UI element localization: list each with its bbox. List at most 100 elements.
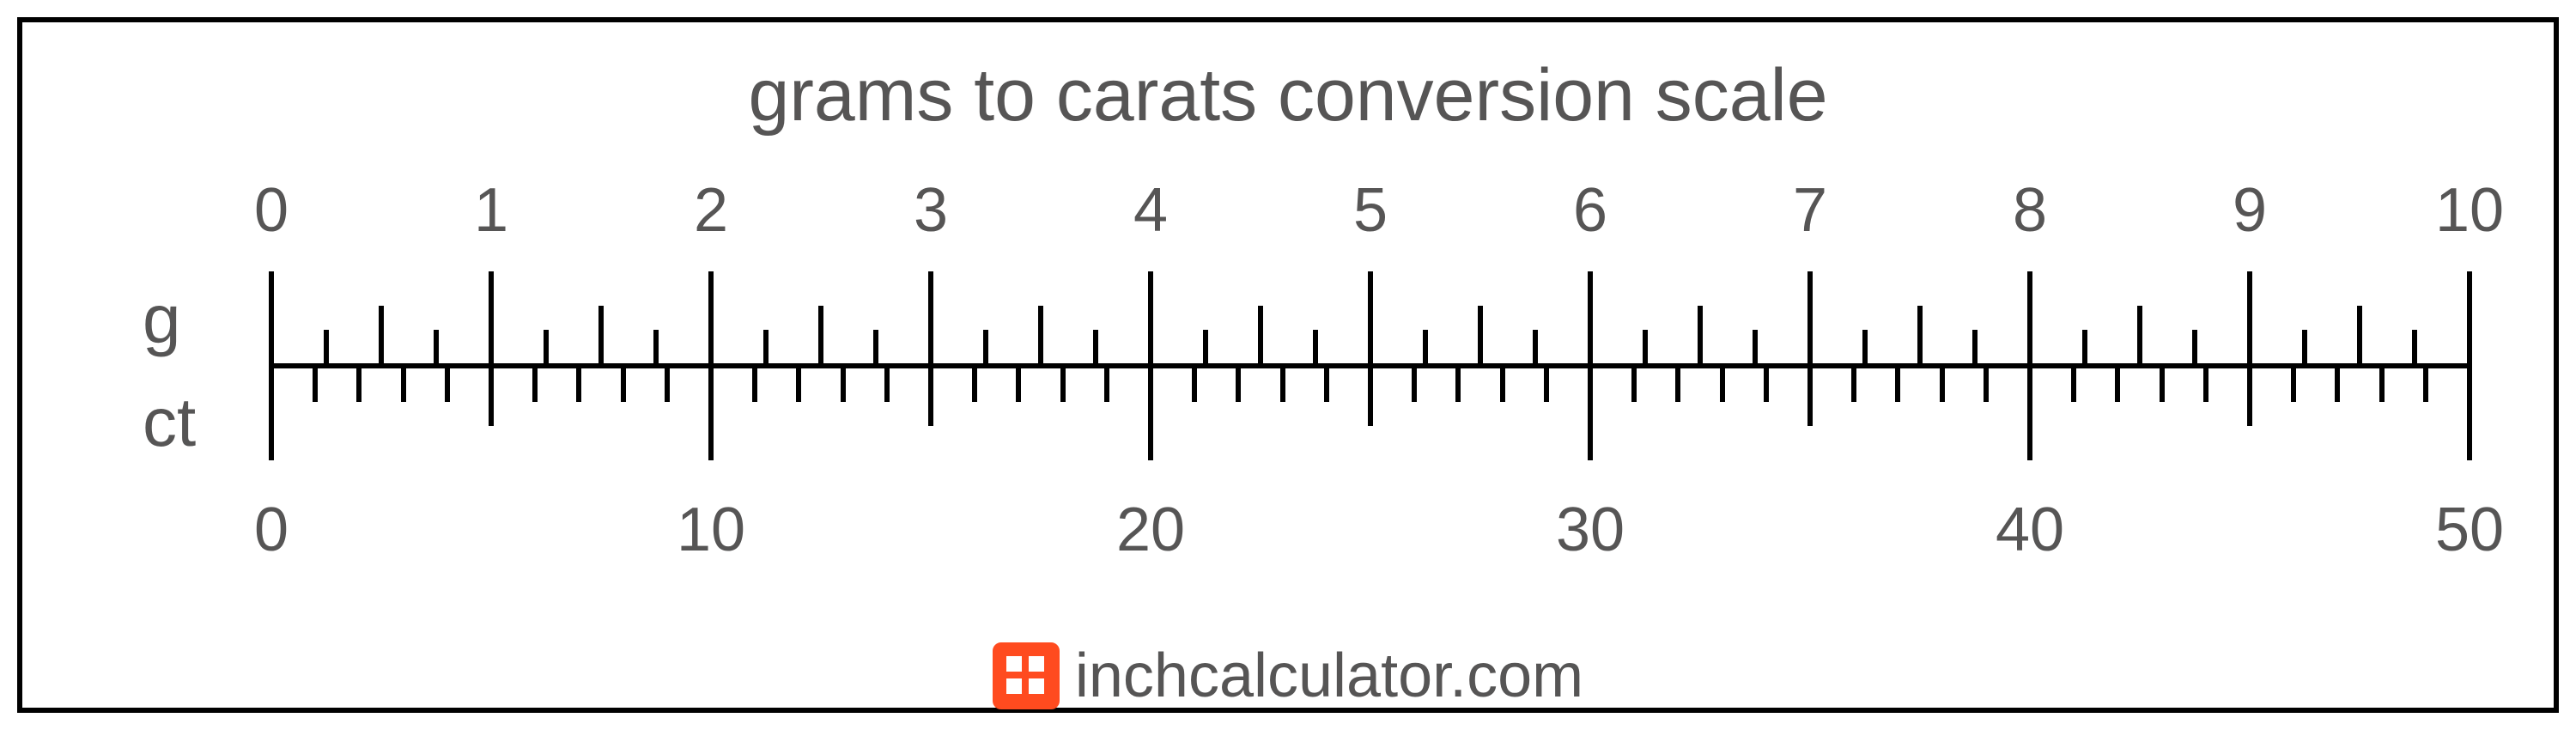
- tick-top: [1643, 330, 1648, 366]
- tick-bottom: [1940, 366, 1945, 402]
- tick-top: [928, 271, 933, 366]
- tick-label-top: 6: [1573, 175, 1607, 246]
- tick-bottom: [2071, 366, 2076, 402]
- conversion-scale-frame: grams to carats conversion scale g ct 01…: [17, 17, 2559, 713]
- tick-label-top: 4: [1133, 175, 1168, 246]
- tick-bottom: [1192, 366, 1197, 402]
- tick-top: [708, 271, 714, 366]
- tick-top: [2467, 271, 2472, 366]
- tick-top: [269, 271, 274, 366]
- tick-bottom: [2115, 366, 2120, 402]
- tick-top: [1972, 330, 1978, 366]
- tick-top: [1588, 271, 1593, 366]
- tick-bottom: [665, 366, 670, 402]
- tick-bottom: [1895, 366, 1900, 402]
- tick-label-top: 3: [914, 175, 948, 246]
- tick-bottom: [1148, 366, 1153, 460]
- tick-top: [489, 271, 494, 366]
- tick-bottom: [1016, 366, 1021, 402]
- tick-bottom: [1720, 366, 1725, 402]
- tick-bottom: [1324, 366, 1329, 402]
- tick-bottom: [1236, 366, 1241, 402]
- tick-bottom: [1588, 366, 1593, 460]
- tick-label-top: 5: [1353, 175, 1388, 246]
- tick-top: [2302, 330, 2307, 366]
- tick-bottom: [1060, 366, 1066, 402]
- ruler-scale: 01234567891001020304050: [22, 22, 2554, 708]
- tick-top: [1203, 330, 1208, 366]
- tick-bottom: [2203, 366, 2208, 402]
- tick-bottom: [576, 366, 581, 402]
- tick-bottom: [841, 366, 846, 402]
- tick-label-top: 7: [1793, 175, 1827, 246]
- calculator-icon: [993, 642, 1060, 709]
- tick-top: [1862, 330, 1868, 366]
- tick-bottom: [972, 366, 977, 402]
- tick-top: [379, 306, 384, 366]
- tick-bottom: [2467, 366, 2472, 460]
- tick-top: [1093, 330, 1098, 366]
- tick-top: [2027, 271, 2032, 366]
- tick-bottom: [884, 366, 890, 402]
- tick-label-bottom: 20: [1116, 495, 1185, 565]
- tick-label-top: 1: [474, 175, 508, 246]
- tick-bottom: [532, 366, 538, 402]
- tick-bottom: [2160, 366, 2165, 402]
- tick-top: [2192, 330, 2197, 366]
- tick-top: [544, 330, 549, 366]
- tick-bottom: [1412, 366, 1417, 402]
- tick-top: [598, 306, 604, 366]
- tick-top: [1807, 271, 1813, 366]
- tick-bottom: [1368, 366, 1373, 426]
- tick-bottom: [1104, 366, 1109, 402]
- tick-label-top: 10: [2435, 175, 2504, 246]
- footer: inchcalculator.com: [22, 641, 2554, 711]
- tick-bottom: [752, 366, 757, 402]
- tick-label-top: 9: [2233, 175, 2267, 246]
- tick-top: [1038, 306, 1043, 366]
- tick-top: [1258, 306, 1263, 366]
- tick-top: [434, 330, 439, 366]
- tick-top: [1368, 271, 1373, 366]
- tick-bottom: [313, 366, 318, 402]
- tick-top: [873, 330, 878, 366]
- tick-bottom: [489, 366, 494, 426]
- tick-top: [2247, 271, 2252, 366]
- tick-bottom: [1807, 366, 1813, 426]
- tick-bottom: [1764, 366, 1769, 402]
- tick-label-bottom: 10: [677, 495, 745, 565]
- tick-bottom: [1675, 366, 1680, 402]
- tick-top: [653, 330, 659, 366]
- tick-top: [1313, 330, 1318, 366]
- tick-label-bottom: 50: [2435, 495, 2504, 565]
- tick-bottom: [1984, 366, 1989, 402]
- tick-label-bottom: 0: [254, 495, 289, 565]
- tick-top: [2137, 306, 2142, 366]
- tick-bottom: [2335, 366, 2340, 402]
- tick-top: [1423, 330, 1428, 366]
- tick-bottom: [1500, 366, 1505, 402]
- tick-bottom: [2247, 366, 2252, 426]
- tick-top: [818, 306, 823, 366]
- tick-bottom: [621, 366, 626, 402]
- tick-bottom: [796, 366, 801, 402]
- tick-bottom: [1851, 366, 1856, 402]
- tick-top: [1533, 330, 1538, 366]
- tick-label-top: 8: [2013, 175, 2047, 246]
- tick-label-bottom: 40: [1996, 495, 2064, 565]
- tick-bottom: [445, 366, 450, 402]
- tick-bottom: [1631, 366, 1637, 402]
- tick-bottom: [2027, 366, 2032, 460]
- tick-top: [2412, 330, 2417, 366]
- tick-bottom: [1280, 366, 1285, 402]
- footer-text: inchcalculator.com: [1075, 641, 1583, 711]
- tick-label-bottom: 30: [1556, 495, 1625, 565]
- tick-top: [983, 330, 988, 366]
- tick-top: [1753, 330, 1758, 366]
- tick-bottom: [356, 366, 361, 402]
- tick-top: [1478, 306, 1483, 366]
- tick-top: [2082, 330, 2087, 366]
- tick-bottom: [708, 366, 714, 460]
- tick-bottom: [269, 366, 274, 460]
- tick-top: [1698, 306, 1703, 366]
